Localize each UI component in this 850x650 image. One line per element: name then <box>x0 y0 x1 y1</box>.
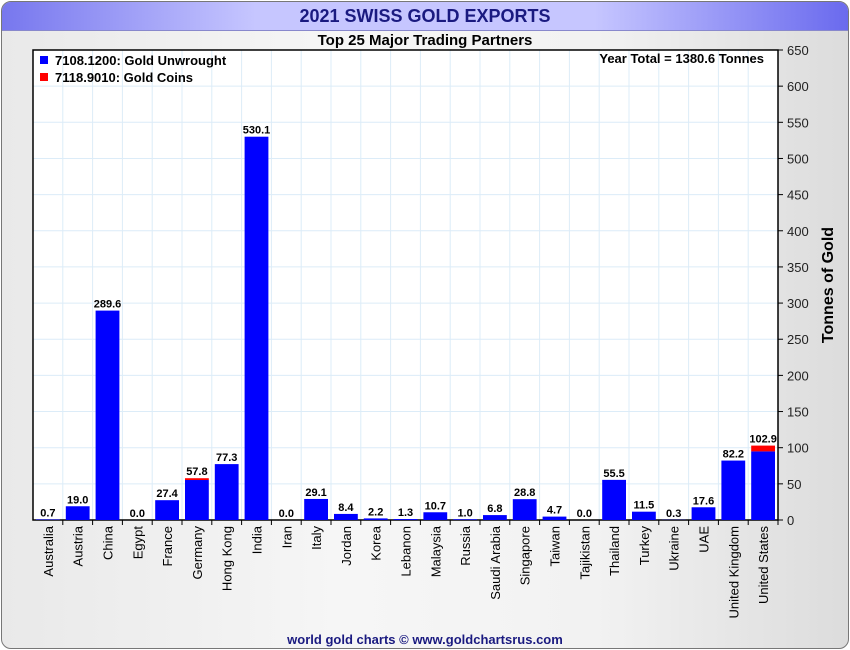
data-label: 2.2 <box>368 506 383 518</box>
y-axis-title: Tonnes of Gold <box>820 227 837 343</box>
bar-unwrought <box>155 500 179 520</box>
chart-title: 2021 SWISS GOLD EXPORTS <box>299 6 551 26</box>
bar-unwrought <box>65 506 90 520</box>
x-tick-label: Ukraine <box>667 526 682 571</box>
x-tick-label: Malaysia <box>428 525 443 577</box>
bar-unwrought <box>453 519 477 520</box>
bar-unwrought <box>512 499 537 520</box>
data-label: 1.0 <box>457 507 472 519</box>
data-label: 82.2 <box>723 449 744 461</box>
x-tick-label: Austria <box>71 525 86 566</box>
bar-unwrought <box>632 511 656 520</box>
data-label: 102.9 <box>749 434 777 446</box>
x-tick-label: UAE <box>697 526 712 553</box>
x-tick-label: Lebanon <box>399 526 414 577</box>
data-label: 0.3 <box>666 508 681 520</box>
x-tick-label: United Kingdom <box>726 526 741 619</box>
bar-unwrought <box>185 480 209 520</box>
y-tick-label: 350 <box>787 260 809 275</box>
legend-swatch <box>40 73 48 81</box>
chart-subtitle: Top 25 Major Trading Partners <box>317 32 533 49</box>
legend-label: 7118.9010: Gold Coins <box>55 70 193 85</box>
x-tick-label: Russia <box>458 525 473 566</box>
bar-unwrought <box>304 498 328 520</box>
y-tick-label: 200 <box>787 368 809 383</box>
x-tick-label: Tajikistan <box>577 526 592 579</box>
bar-unwrought <box>95 310 120 520</box>
bar-unwrought <box>334 513 358 520</box>
bar-unwrought <box>244 136 269 520</box>
bar-unwrought <box>691 507 716 520</box>
data-label: 0.0 <box>577 508 592 520</box>
x-tick-label: Thailand <box>607 526 622 576</box>
data-label: 17.6 <box>693 495 714 507</box>
y-tick-label: 650 <box>787 43 809 58</box>
bar-unwrought <box>721 460 746 520</box>
x-tick-label: Italy <box>309 526 324 550</box>
y-tick-label: 300 <box>787 296 809 311</box>
x-tick-label: Egypt <box>130 526 145 560</box>
x-tick-label: Korea <box>369 525 384 560</box>
bar-unwrought <box>393 519 418 520</box>
x-tick-label: United States <box>756 526 771 605</box>
data-label: 28.8 <box>514 487 535 499</box>
data-label: 19.0 <box>67 494 88 506</box>
data-label: 289.6 <box>94 299 122 311</box>
bar-unwrought <box>36 519 60 520</box>
data-label: 0.0 <box>279 508 294 520</box>
y-tick-label: 450 <box>787 188 809 203</box>
year-total-annotation: Year Total = 1380.6 Tonnes <box>599 51 764 66</box>
legend-swatch <box>40 56 48 64</box>
bar-unwrought <box>214 464 239 520</box>
bar-unwrought <box>423 512 448 520</box>
y-tick-label: 250 <box>787 332 809 347</box>
data-label: 57.8 <box>186 466 207 478</box>
x-tick-label: Australia <box>41 525 56 576</box>
x-tick-label: Hong Kong <box>220 526 235 591</box>
y-tick-label: 0 <box>787 513 794 528</box>
bar-coins <box>185 478 209 481</box>
data-label: 1.3 <box>398 507 413 519</box>
y-tick-label: 100 <box>787 441 809 456</box>
data-label: 6.8 <box>487 503 502 515</box>
data-label: 4.7 <box>547 505 562 517</box>
x-tick-label: China <box>101 525 116 560</box>
bar-unwrought <box>542 516 567 520</box>
data-label: 530.1 <box>243 125 271 137</box>
bar-unwrought <box>363 518 388 520</box>
data-label: 77.3 <box>216 452 237 464</box>
data-label: 55.5 <box>603 468 624 480</box>
y-tick-label: 600 <box>787 79 809 94</box>
data-label: 27.4 <box>156 488 178 500</box>
x-tick-label: Iran <box>279 526 294 548</box>
y-tick-label: 400 <box>787 224 809 239</box>
x-tick-label: Taiwan <box>548 526 563 566</box>
y-tick-label: 150 <box>787 405 809 420</box>
x-tick-label: France <box>160 526 175 566</box>
title-bar <box>2 2 848 31</box>
x-tick-label: Jordan <box>339 526 354 566</box>
x-tick-label: India <box>250 525 265 554</box>
plot-area <box>33 50 778 520</box>
footer-credit: world gold charts © www.goldchartsrus.co… <box>287 632 563 647</box>
bar-unwrought <box>602 479 626 520</box>
bar-coins <box>751 445 775 452</box>
data-label: 29.1 <box>305 487 326 499</box>
data-label: 8.4 <box>338 502 354 514</box>
data-label: 10.7 <box>425 500 446 512</box>
data-label: 0.0 <box>130 508 145 520</box>
data-label: 11.5 <box>633 500 654 512</box>
x-tick-label: Singapore <box>518 526 533 585</box>
legend-label: 7108.1200: Gold Unwrought <box>55 53 227 68</box>
x-tick-label: Saudi Arabia <box>488 525 503 599</box>
y-tick-label: 550 <box>787 115 809 130</box>
x-tick-label: Turkey <box>637 526 652 566</box>
x-tick-label: Germany <box>190 526 205 580</box>
bar-unwrought <box>751 451 775 520</box>
data-label: 0.7 <box>40 507 55 519</box>
y-tick-label: 50 <box>787 477 801 492</box>
bar-unwrought <box>483 515 507 520</box>
y-tick-label: 500 <box>787 151 809 166</box>
